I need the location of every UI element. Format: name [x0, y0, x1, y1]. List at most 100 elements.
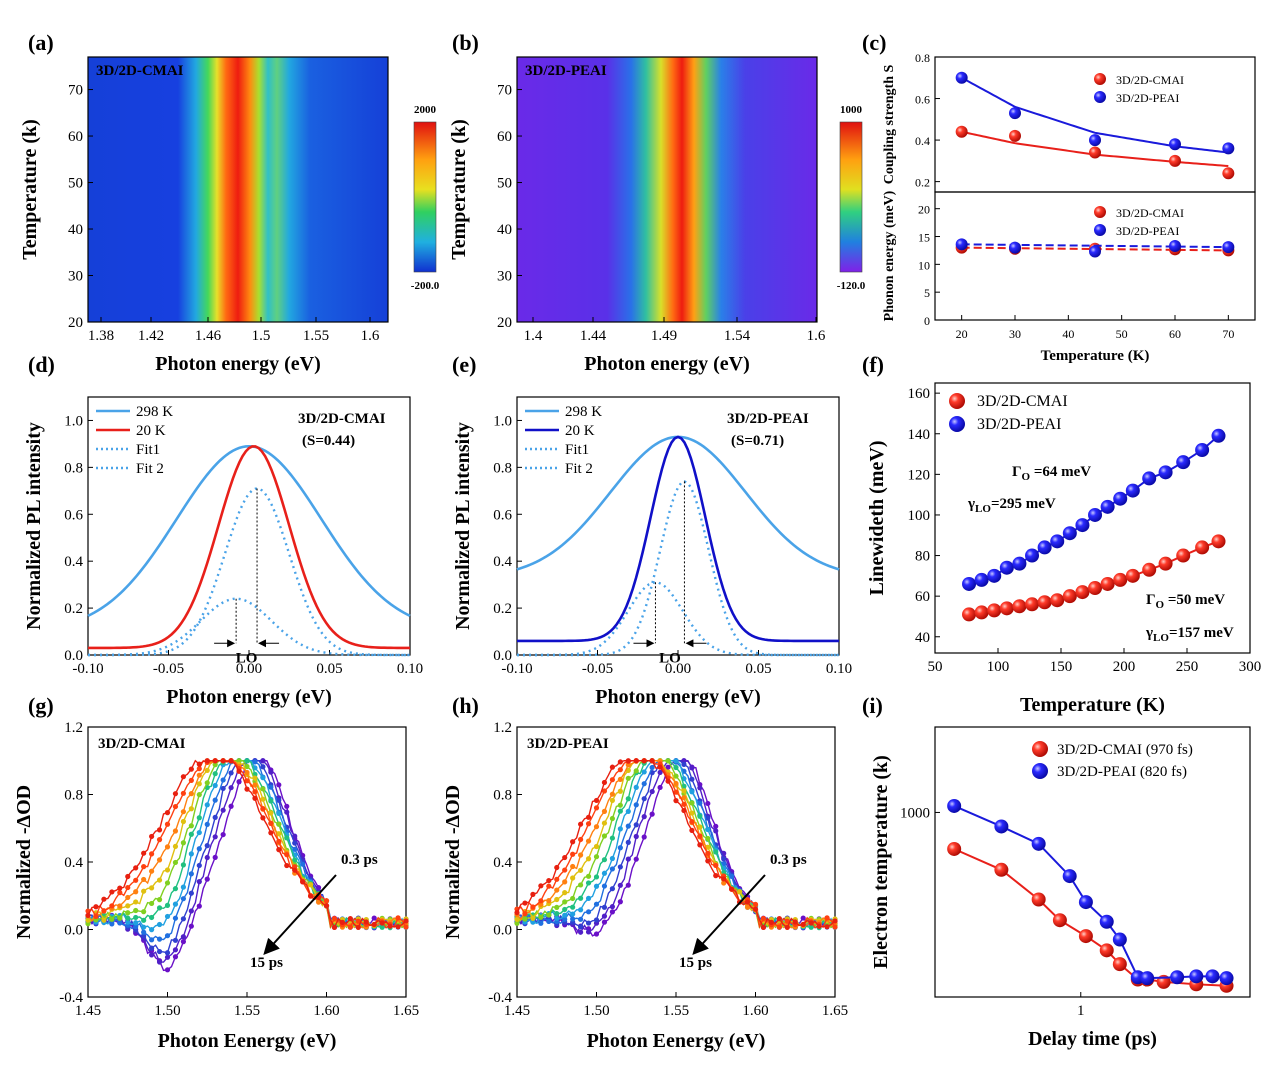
- chart-g-trace-marker: [220, 758, 226, 764]
- chart-a-y-tick-label: 40: [68, 222, 83, 238]
- chart-i-legend-marker: [1032, 763, 1048, 779]
- chart-i-point: [1099, 943, 1114, 958]
- chart-i-legend-label: 3D/2D-CMAI (970 fs): [1057, 742, 1193, 758]
- chart-f-ylabel: Linewideth (meV): [866, 441, 888, 596]
- chart-g-trace-marker: [244, 769, 250, 776]
- chart-g-trace-marker: [276, 847, 282, 853]
- chart-g-trace-marker: [125, 884, 131, 891]
- chart-h-trace-marker: [625, 796, 631, 802]
- chart-h-trace-marker: [697, 785, 703, 791]
- chart-e-xlabel: Photon energy (eV): [595, 686, 761, 708]
- chart-h-trace-marker: [705, 815, 711, 821]
- chart-g-trace-marker: [85, 917, 91, 923]
- chart-h-trace-marker: [816, 923, 822, 929]
- chart-h-trace-marker: [601, 779, 608, 786]
- chart-h-trace-marker: [832, 918, 838, 924]
- chart-h-x-tick-label: 1.45: [504, 1003, 530, 1019]
- chart-g-trace-marker: [212, 771, 218, 777]
- chart-i-point: [1078, 929, 1093, 944]
- chart-i-x-tick-label: 1: [1077, 1003, 1085, 1019]
- chart-g-trace-marker: [339, 919, 345, 925]
- chart-f-point: [1088, 507, 1103, 522]
- chart-f-point: [1113, 572, 1128, 587]
- chart-g-trace-marker: [164, 902, 171, 908]
- chart-h-trace-marker: [800, 915, 806, 921]
- chart-h-trace-marker: [609, 909, 616, 915]
- chart-g-trace-marker: [196, 846, 202, 852]
- chart-e-y-tick-label: 0.8: [493, 460, 512, 476]
- chart-h-trace-marker: [705, 835, 711, 842]
- chart-g-trace-marker: [164, 810, 171, 816]
- chart-h-trace-marker: [641, 758, 647, 764]
- chart-g-trace-marker: [268, 798, 274, 804]
- chart-g-trace-marker: [260, 775, 266, 781]
- chart-g-trace-marker: [379, 920, 385, 926]
- chart-g-trace-marker: [260, 786, 266, 792]
- chart-g-time-start: 0.3 ps: [341, 852, 378, 868]
- chart-d-x-tick-label: 0.10: [397, 661, 423, 677]
- chart-g-trace-marker: [268, 784, 274, 790]
- chart-g-trace-marker: [172, 937, 179, 943]
- chart-g-trace-marker: [228, 803, 234, 809]
- chart-g-trace-marker: [403, 918, 409, 924]
- chart-f-annotation: ΓO =64 meV: [1012, 464, 1091, 483]
- chart-h-trace-marker: [673, 764, 679, 771]
- chart-g-trace-marker: [196, 761, 202, 767]
- chart-e-y-tick-label: 0.4: [493, 554, 512, 570]
- chart-e-y-tick-label: 1.0: [493, 413, 512, 429]
- chart-g-trace-marker: [196, 772, 202, 778]
- chart-g-trace-marker: [276, 838, 282, 844]
- chart-h-trace-marker: [617, 767, 623, 773]
- chart-g-trace-marker: [371, 921, 377, 927]
- chart-f-y-tick-label: 100: [908, 508, 931, 524]
- chart-g-trace-marker: [188, 806, 194, 812]
- chart-h-trace-marker: [562, 854, 568, 861]
- chart-f-point: [1158, 465, 1173, 480]
- chart-d-y-tick-label: 0.6: [64, 507, 83, 523]
- chart-f-y-tick-label: 60: [915, 589, 930, 605]
- chart-h-y-tick-label: 1.2: [493, 720, 512, 736]
- chart-g-trace-marker: [164, 844, 171, 850]
- chart-i-legend-marker: [1032, 741, 1048, 757]
- chart-g-trace-marker: [315, 899, 322, 905]
- chart-c-bottom-point: [1169, 239, 1181, 252]
- chart-h-trace-marker: [514, 920, 520, 926]
- chart-f-point: [1125, 568, 1140, 583]
- chart-g-trace-marker: [188, 851, 194, 857]
- panel-label-e: (e): [452, 352, 476, 377]
- chart-g-plot-label: 3D/2D-CMAI: [98, 736, 186, 752]
- chart-f: 50 100 150 200 250 300 40 60 80 100 120 140 160 Tempe…: [866, 382, 1261, 716]
- chart-g-trace-marker: [149, 914, 155, 921]
- chart-i-point: [947, 841, 962, 856]
- chart-i-point: [1189, 969, 1204, 984]
- chart-c-x-tick-label: 30: [1009, 327, 1021, 341]
- chart-g-trace-marker: [252, 789, 258, 795]
- chart-h: 1.45 1.50 1.55 1.60 1.65 -0.4 0.0 0.4 0.8 1.2 Phot…: [442, 720, 848, 1052]
- chart-c-bottom-y-tick-label: 5: [924, 286, 930, 300]
- chart-g-trace-marker: [292, 846, 298, 852]
- chart-f-annotation: γLO=295 meV: [967, 496, 1056, 515]
- chart-h-trace-marker: [633, 822, 639, 828]
- chart-e-x-tick-label: -0.05: [582, 661, 613, 677]
- chart-f-point: [999, 601, 1014, 616]
- chart-g-trace-marker: [276, 810, 282, 817]
- chart-a-y-tick-label: 20: [68, 315, 83, 331]
- chart-c-bottom-y-tick-label: 10: [918, 258, 930, 272]
- chart-c-top-ylabel: Coupling strength S: [882, 65, 897, 185]
- chart-i-point: [1062, 869, 1077, 884]
- chart-h-trace-marker: [673, 758, 679, 764]
- chart-h-trace-marker: [546, 877, 552, 884]
- chart-c: 0.2 0.4 0.6 0.8 0 5 10 15 20 20 30 40 50 60 70 Coupling…: [882, 51, 1256, 364]
- chart-h-trace-marker: [697, 813, 703, 819]
- chart-a-colorbar-min: -200.0: [411, 280, 440, 292]
- chart-g-trace-marker: [180, 939, 186, 945]
- chart-h-trace-marker: [824, 924, 830, 930]
- chart-g-trace-marker: [268, 769, 274, 775]
- chart-g-trace-marker: [149, 868, 155, 874]
- chart-g-trace-marker: [164, 954, 171, 960]
- chart-f-legend-marker: [949, 393, 965, 409]
- chart-d-y-tick-label: 0.0: [64, 648, 83, 664]
- chart-h-trace-marker: [578, 929, 584, 935]
- chart-a-frame: [87, 56, 389, 323]
- chart-g-trace-marker: [101, 917, 107, 923]
